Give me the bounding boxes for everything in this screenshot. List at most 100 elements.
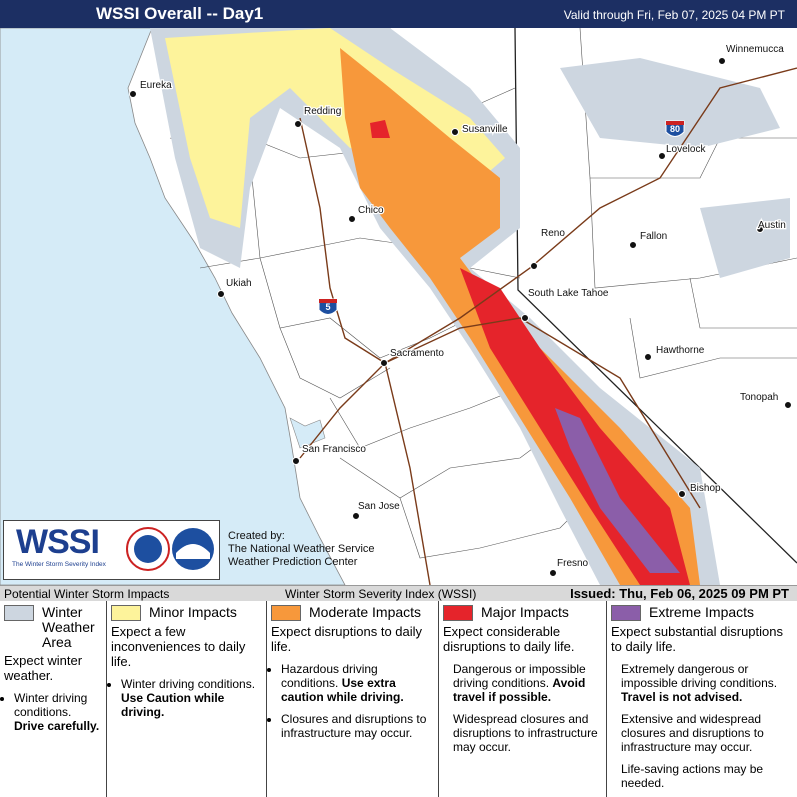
city-label: Redding [304,106,341,117]
legend-item: Extensive and widespread closures and di… [621,712,793,754]
legend-title-row: Moderate Impacts [271,605,434,621]
legend-item-bold: Travel is not advised. [621,690,743,704]
logo: WSSI The Winter Storm Severity Index [3,520,220,580]
state-border [514,28,797,564]
created-by: Created by: [228,530,285,542]
legend-title-row: Winter Weather Area [4,605,102,650]
legend-items: Dangerous or impossible driving conditio… [443,662,602,754]
legend-lead: Expect considerable disruptions to daily… [443,624,575,654]
legend-title-row: Extreme Impacts [611,605,793,621]
legend-item-text: Extremely dangerous or impossible drivin… [621,662,778,690]
legend-swatch [611,605,641,621]
city-dot [644,353,652,361]
legend-items: Winter driving conditions. Drive careful… [4,691,102,733]
header: WSSI Overall -- Day1 Valid through Fri, … [0,0,797,28]
city-dot [294,120,302,128]
city-label: Tonopah [740,392,778,403]
legend-swatch [111,605,141,621]
legend-item-bold: Avoid travel if possible. [453,676,586,704]
city-label: South Lake Tahoe [528,288,609,299]
city-dot [521,314,529,322]
bar-left: Potential Winter Storm Impacts [4,587,170,601]
city-dot [217,290,225,298]
legend-title: Minor Impacts [149,604,237,620]
map: Eureka Redding Susanville Winnemucca Loveloc… [0,28,797,585]
valid-time: Valid through Fri, Feb 07, 2025 04 PM PT [563,8,785,22]
city-label: Austin [758,220,786,231]
legend-item: Widespread closures and disruptions to i… [453,712,602,754]
legend-title: Moderate Impacts [309,604,422,620]
city-dot [678,490,686,498]
legend-item: Closures and disruptions to infrastructu… [281,712,434,740]
city-label: Eureka [140,80,172,91]
legend-items: Winter driving conditions. Use Caution w… [111,677,262,719]
legend-item-text: Winter driving conditions. [121,677,256,691]
city-label: Chico [358,205,384,216]
legend-item-bold: Use Caution while driving. [121,691,225,719]
city-label: Bishop [690,483,721,494]
legend-items: Hazardous driving conditions. Use extra … [271,662,434,740]
logo-wssi: WSSI [16,523,100,561]
legend-lead: Expect disruptions to daily life. [271,624,423,654]
interstate-shield-top [319,299,337,303]
legend-title-row: Minor Impacts [111,605,262,621]
legend-item-text: Dangerous or impossible driving conditio… [453,662,586,690]
winter-area [560,58,790,278]
extreme [555,408,680,573]
info-bar: Potential Winter Storm Impacts Winter St… [0,585,797,601]
legend-column: Extreme Impacts Expect substantial disrup… [607,601,797,797]
title: WSSI Overall -- Day1 [96,4,264,23]
legend-item: Winter driving conditions. Use Caution w… [121,677,262,719]
city-dot [352,512,360,520]
org: Weather Prediction Center [228,556,358,568]
legend-item: Dangerous or impossible driving conditio… [453,662,602,704]
legend-column: Major Impacts Expect considerable disrupt… [439,601,607,797]
city-dot [451,128,459,136]
credits: Created by: The National Weather Service… [228,530,375,569]
major [370,120,690,585]
legend-swatch [4,605,34,621]
agency-emblems [126,527,214,571]
city-dot [348,215,356,223]
city-label: Susanville [462,124,508,135]
city-dot [784,401,792,409]
legend-title: Major Impacts [481,604,569,620]
city-dot [549,569,557,577]
city-label: Fallon [640,231,667,242]
city-label: San Jose [358,501,400,512]
city-dot [292,457,300,465]
bar-center: Winter Storm Severity Index (WSSI) [285,587,477,601]
legend: Winter Weather Area Expect winter weather… [0,601,797,797]
city-dot [530,262,538,270]
highways [299,67,797,585]
interstate-shield-top [666,121,684,125]
city-dot [658,152,666,160]
city-label: Reno [541,228,565,239]
legend-item-text: Winter driving conditions. [14,691,88,719]
legend-title: Winter Weather Area [42,604,95,650]
shield-label: 80 [670,124,680,134]
legend-item-text: Extensive and widespread closures and di… [621,712,764,754]
city-label: Winnemucca [726,44,784,55]
legend-item: Hazardous driving conditions. Use extra … [281,662,434,704]
city-label: San Francisco [302,444,366,455]
legend-title: Extreme Impacts [649,604,755,620]
legend-column: Minor Impacts Expect a few inconveniences… [107,601,267,797]
logo-tagline: The Winter Storm Severity Index [12,561,106,568]
city-dot [380,359,388,367]
legend-item: Life-saving actions may be needed. [621,762,793,790]
legend-item-bold: Drive carefully. [14,719,100,733]
legend-lead: Expect substantial disruptions to daily … [611,624,783,654]
legend-item: Winter driving conditions. Drive careful… [14,691,102,733]
city-dot [129,90,137,98]
city-label: Lovelock [666,144,706,155]
city-dot [718,57,726,65]
city-label: Hawthorne [656,345,705,356]
legend-lead: Expect a few inconveniences to daily lif… [111,624,246,669]
city-label: Sacramento [390,348,444,359]
legend-column: Winter Weather Area Expect winter weather… [0,601,107,797]
legend-item-bold: Use extra caution while driving. [281,676,404,704]
legend-item-text: Widespread closures and disruptions to i… [453,712,598,754]
city-dot [756,225,764,233]
